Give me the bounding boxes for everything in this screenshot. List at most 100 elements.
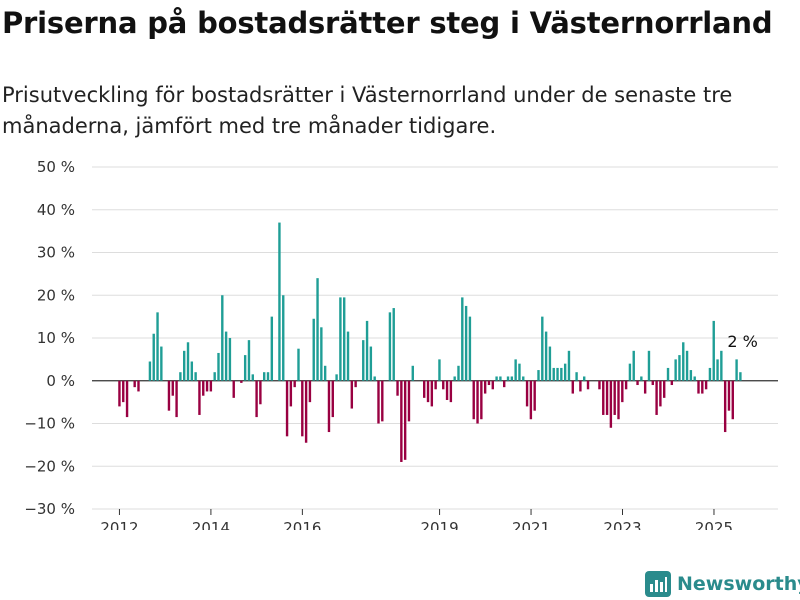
bar [628, 363, 632, 381]
bar [476, 380, 479, 424]
bar [297, 348, 300, 381]
y-tick-label: −10 % [24, 415, 75, 433]
bar [312, 318, 315, 381]
bar [586, 380, 590, 390]
bar [137, 380, 140, 392]
bar [598, 380, 601, 390]
y-tick-label: −30 % [24, 500, 75, 518]
bar [632, 350, 635, 381]
bar [392, 308, 395, 381]
bar [209, 380, 213, 392]
newsworthy-logo: Newsworthy [645, 570, 800, 598]
bar [716, 359, 719, 381]
bar [552, 367, 555, 381]
bar [624, 380, 628, 390]
bar [643, 380, 647, 394]
y-tick-label: 40 % [37, 201, 75, 219]
bar [232, 380, 235, 398]
bar [697, 380, 700, 394]
bar [377, 380, 380, 424]
bar [183, 350, 186, 381]
bar [640, 376, 643, 381]
bar [548, 346, 552, 381]
bar [171, 380, 174, 396]
bar [499, 376, 502, 381]
bar [263, 372, 266, 381]
bar [190, 361, 194, 381]
bar [720, 350, 723, 381]
bar [701, 380, 704, 394]
bar [510, 376, 514, 381]
y-tick-label: 0 % [46, 372, 75, 390]
bar [468, 316, 472, 381]
bar [655, 380, 658, 415]
bar [483, 380, 487, 394]
bar [343, 297, 346, 381]
y-tick-label: 30 % [37, 244, 75, 262]
bar [602, 380, 605, 415]
bar [156, 312, 159, 381]
bar-chart: 50 % 40 % 30 % 20 % 10 % 0 % −10 % −20 % −30 % 2… [24, 158, 778, 530]
bar [621, 380, 624, 403]
bars [118, 222, 742, 462]
bar [560, 367, 563, 381]
bar [712, 320, 715, 381]
bar [514, 359, 517, 381]
bar [541, 316, 544, 381]
bar [556, 367, 559, 381]
bar [308, 380, 312, 403]
x-tick-label: 2023 [603, 519, 641, 530]
bar [663, 380, 666, 398]
bar [525, 380, 529, 407]
bar [346, 331, 350, 381]
bar [350, 380, 354, 409]
bar [666, 367, 670, 381]
x-axis: 2012 2014 2016 2019 2021 2023 2025 [100, 509, 733, 530]
bar [659, 380, 662, 407]
bar [270, 316, 274, 381]
x-tick-label: 2012 [100, 519, 138, 530]
newsworthy-icon [645, 571, 671, 597]
bar [670, 380, 674, 386]
bar [731, 380, 734, 420]
bar [636, 380, 639, 386]
y-tick-label: 20 % [37, 286, 75, 304]
bar [213, 372, 216, 381]
bar [579, 380, 582, 392]
bar [365, 320, 369, 381]
bar [282, 295, 285, 381]
bar [373, 376, 376, 381]
bar [194, 372, 197, 381]
y-axis: 50 % 40 % 30 % 20 % 10 % 0 % −10 % −20 % −30 % [24, 158, 75, 518]
bar [461, 297, 464, 381]
gridlines [92, 166, 778, 510]
bar [179, 372, 182, 381]
bar [320, 327, 323, 381]
bar [327, 380, 331, 433]
bar [472, 380, 475, 420]
bar [453, 376, 456, 381]
bar [205, 380, 209, 392]
bar [544, 331, 548, 381]
bar [674, 359, 677, 381]
bar [430, 380, 434, 407]
bar [323, 365, 327, 381]
bar [354, 380, 357, 388]
bar [304, 380, 308, 443]
bar [727, 380, 731, 411]
bar [198, 380, 201, 415]
bar [152, 333, 155, 381]
x-tick-label: 2016 [283, 519, 321, 530]
bar [133, 380, 136, 388]
bar [247, 340, 251, 381]
bar [289, 380, 293, 407]
bar [723, 380, 727, 433]
bar [491, 380, 494, 390]
bar [400, 380, 403, 462]
bar [228, 338, 232, 381]
bar [537, 370, 540, 381]
bar [122, 380, 125, 403]
bar [266, 372, 270, 381]
bar [438, 359, 441, 381]
bar [426, 380, 430, 403]
